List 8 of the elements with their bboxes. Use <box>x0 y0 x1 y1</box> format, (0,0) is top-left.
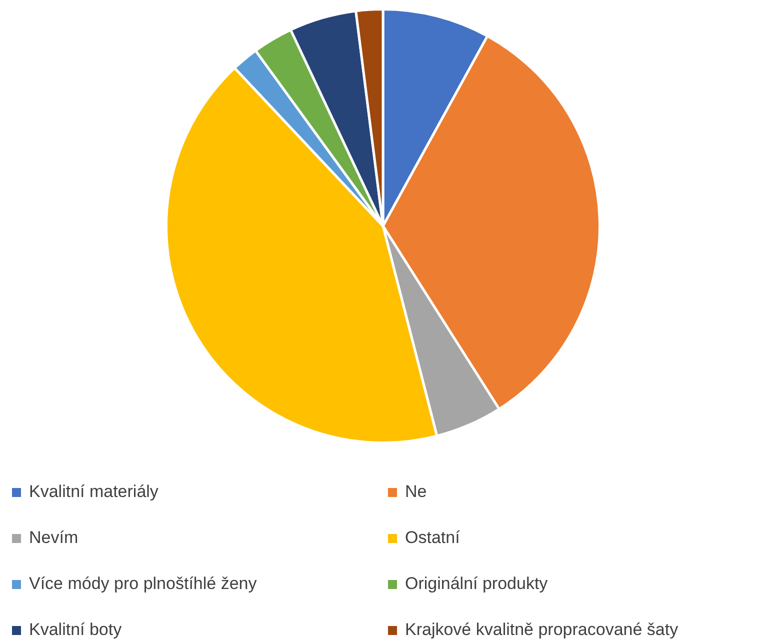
legend-label: Kvalitní boty <box>29 620 122 640</box>
legend-label: Ne <box>405 482 427 502</box>
legend-label: Více módy pro plnoštíhlé ženy <box>29 574 257 594</box>
legend-label: Ostatní <box>405 528 460 548</box>
legend-label: Originální produkty <box>405 574 548 594</box>
legend-label: Kvalitní materiály <box>29 482 158 502</box>
legend-label: Krajkové kvalitně propracované šaty <box>405 620 678 640</box>
legend-label: Nevím <box>29 528 78 548</box>
